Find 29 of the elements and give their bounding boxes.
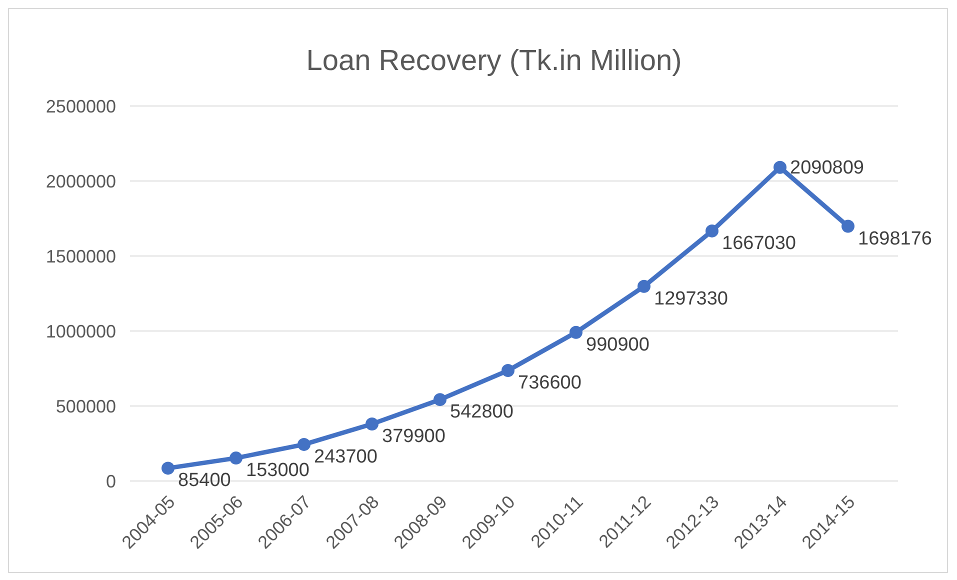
data-label: 153000 bbox=[246, 460, 310, 482]
data-label: 990900 bbox=[586, 334, 650, 356]
y-tick-label: 1500000 bbox=[46, 246, 116, 266]
data-label: 243700 bbox=[314, 446, 378, 468]
data-label: 85400 bbox=[178, 470, 231, 492]
data-label: 1297330 bbox=[654, 288, 728, 310]
y-tick-label: 2500000 bbox=[46, 96, 116, 116]
point bbox=[366, 418, 378, 431]
chart-title: Loan Recovery (Tk.in Million) bbox=[306, 45, 682, 77]
y-tick-label: 1000000 bbox=[46, 321, 116, 342]
point bbox=[230, 452, 242, 465]
data-label: 542800 bbox=[450, 402, 514, 423]
point bbox=[570, 326, 582, 339]
data-label: 2090809 bbox=[790, 157, 864, 178]
data-label: 1667030 bbox=[722, 232, 796, 254]
point bbox=[706, 224, 718, 238]
point bbox=[434, 393, 446, 406]
data-label: 1698176 bbox=[858, 228, 932, 250]
point bbox=[774, 160, 786, 174]
data-label: 379900 bbox=[382, 426, 446, 448]
data-label: 736600 bbox=[518, 372, 582, 394]
point bbox=[162, 462, 174, 475]
y-tick-label: 500000 bbox=[56, 396, 116, 416]
point bbox=[502, 364, 514, 378]
y-tick-label: 2000000 bbox=[46, 171, 116, 192]
y-tick-label: 0 bbox=[106, 471, 116, 492]
point bbox=[638, 280, 650, 293]
point bbox=[298, 438, 310, 451]
point bbox=[842, 220, 854, 233]
